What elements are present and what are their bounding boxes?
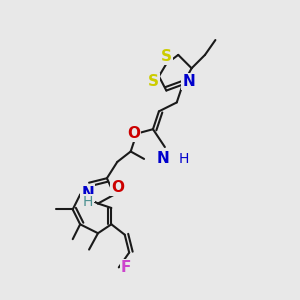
Text: H: H xyxy=(179,152,189,166)
Text: N: N xyxy=(157,152,170,166)
Text: F: F xyxy=(121,260,131,275)
Text: S: S xyxy=(148,74,158,89)
Text: N: N xyxy=(81,186,94,201)
Text: H: H xyxy=(82,195,93,209)
Text: O: O xyxy=(111,180,124,195)
Text: N: N xyxy=(182,74,195,89)
Text: O: O xyxy=(127,126,140,141)
Text: S: S xyxy=(161,49,172,64)
